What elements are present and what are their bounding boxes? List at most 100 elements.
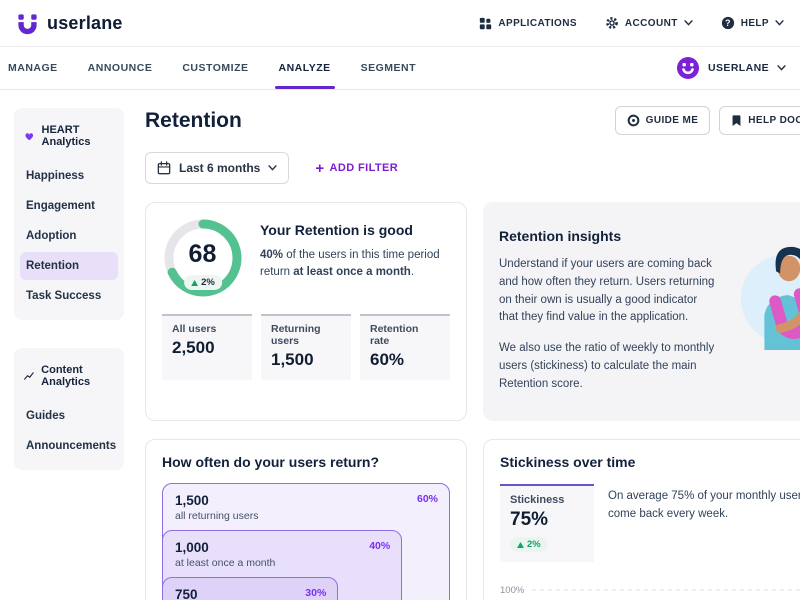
userlane-logo[interactable]: userlane	[16, 12, 123, 35]
help-doc-label: HELP DOC	[748, 115, 800, 126]
stickiness-description: On average 75% of your monthly users com…	[608, 489, 800, 520]
tab-manage[interactable]: MANAGE	[8, 62, 58, 74]
stat-label: Retention rate	[370, 323, 419, 347]
account-name: USERLANE	[708, 62, 769, 74]
insights-title: Retention insights	[499, 228, 622, 244]
funnel-step-value: 750	[175, 586, 198, 600]
chevron-down-icon	[775, 20, 784, 26]
delta-value: 2%	[201, 277, 215, 288]
content-analytics-header: Content Analytics	[14, 354, 124, 400]
tab-customize[interactable]: CUSTOMIZE	[182, 62, 249, 74]
avatar	[677, 57, 700, 79]
retention-insights-card: Retention insights Understand if your us…	[483, 202, 800, 421]
calendar-icon	[157, 161, 171, 175]
nav-tabs: MANAGE ANNOUNCE CUSTOMIZE ANALYZE SEGMEN…	[8, 47, 416, 89]
stat-retention-rate: Retention rate 60%	[360, 314, 450, 380]
gear-icon	[606, 17, 618, 29]
top-menu: APPLICATIONS ACCOUNT ? HELP	[479, 16, 784, 30]
sidebar-item-guides[interactable]: Guides	[26, 410, 65, 422]
funnel-step-label: at least once a month	[175, 556, 276, 569]
guide-me-label: GUIDE ME	[645, 115, 699, 126]
sidebar-item-retention[interactable]: Retention	[20, 252, 118, 280]
guide-me-button[interactable]: GUIDE ME	[614, 106, 711, 135]
help-circle-icon: ?	[721, 16, 734, 30]
account-switcher[interactable]: USERLANE	[676, 47, 792, 89]
sidebar-item-announcements[interactable]: Announcements	[26, 440, 117, 452]
stat-label: Stickiness	[510, 493, 565, 506]
date-range-select[interactable]: Last 6 months	[145, 152, 290, 184]
heart-analytics-header: HEART Analytics	[14, 114, 124, 160]
stickiness-delta-badge: 2%	[510, 537, 548, 553]
chevron-down-icon	[684, 20, 693, 26]
retention-card-title: Your Retention is good	[260, 222, 413, 238]
section-title: Content Analytics	[41, 364, 91, 388]
chevron-down-icon	[777, 65, 786, 71]
applications-label: APPLICATIONS	[498, 17, 577, 29]
top-bar: userlane APPLICATIONS ACCOUNT ? H	[0, 0, 800, 47]
retention-gauge: 68 2%	[162, 217, 244, 299]
chevron-down-icon	[268, 165, 277, 171]
retention-gauge-arc	[164, 219, 242, 297]
y-axis-tick: 100%	[500, 584, 525, 596]
svg-text:?: ?	[725, 18, 731, 28]
trend-up-icon	[191, 279, 199, 286]
stat-label: All users	[172, 323, 217, 335]
stat-value: 2,500	[172, 338, 215, 357]
page-title: Retention	[145, 108, 242, 132]
retention-score-value: 68	[188, 240, 217, 269]
stat-value: 1,500	[271, 350, 314, 369]
stickiness-card: Stickiness over time Stickiness 75% 2% O…	[483, 438, 800, 600]
return-frequency-funnel-chart: 1,500 all returning users 60% 1,000 at l…	[162, 482, 450, 600]
stat-all-users: All users 2,500	[162, 314, 252, 380]
trend-up-icon	[517, 541, 524, 548]
stat-returning-users: Returning users 1,500	[261, 314, 351, 380]
main-content: Retention GUIDE ME HELP DOC	[130, 90, 800, 600]
funnel-step-percent: 40%	[369, 539, 391, 552]
sidebar-item-task-success[interactable]: Task Success	[26, 290, 102, 302]
retention-score-card: 68 2% Your Retention is good 40% of the …	[145, 202, 467, 421]
funnel-step-percent: 60%	[416, 492, 438, 505]
funnel-step-once-a-month: 1,000 at least once a month 40% 750 at l…	[162, 529, 403, 600]
help-label: HELP	[740, 17, 769, 29]
sidebar-item-happiness[interactable]: Happiness	[26, 170, 85, 182]
insights-paragraph: Understand if your users are coming back…	[499, 258, 715, 324]
tab-announce[interactable]: ANNOUNCE	[87, 62, 153, 74]
funnel-step-once-a-week: 750 at least once a week 30% 250 at leas…	[162, 576, 339, 600]
bookmark-icon	[732, 115, 741, 126]
account-menu-item[interactable]: ACCOUNT	[605, 16, 693, 30]
stickiness-title: Stickiness over time	[500, 453, 636, 470]
add-filter-label: ADD FILTER	[329, 162, 399, 174]
help-doc-button[interactable]: HELP DOC	[719, 106, 800, 135]
tab-analyze[interactable]: ANALYZE	[274, 47, 335, 89]
funnel-step-value: 1,000	[175, 539, 209, 555]
account-label: ACCOUNT	[624, 17, 678, 29]
sidebar-item-engagement[interactable]: Engagement	[26, 200, 96, 212]
retention-card-description: 40% of the users in this time period ret…	[260, 249, 440, 279]
add-filter-button[interactable]: + ADD FILTER	[315, 161, 398, 176]
stat-label: Returning users	[271, 323, 321, 347]
help-menu-item[interactable]: ? HELP	[721, 16, 784, 30]
funnel-title: How often do your users return?	[162, 453, 380, 470]
insights-paragraph: We also use the ratio of weekly to month…	[499, 342, 715, 390]
funnel-step-all-returning: 1,500 all returning users 60% 1,000 at l…	[162, 482, 450, 600]
primary-nav: MANAGE ANNOUNCE CUSTOMIZE ANALYZE SEGMEN…	[0, 47, 800, 90]
funnel-step-percent: 30%	[305, 586, 327, 599]
sidebar-item-adoption[interactable]: Adoption	[26, 230, 77, 242]
applications-menu-item[interactable]: APPLICATIONS	[479, 17, 577, 30]
delta-value: 2%	[527, 539, 541, 551]
stickiness-stat-tile: Stickiness 75% 2%	[500, 483, 594, 562]
retention-delta-badge: 2%	[184, 275, 222, 290]
section-title: HEART Analytics	[41, 124, 91, 148]
person-holding-u-illustration	[740, 246, 800, 350]
plus-icon: +	[315, 159, 325, 177]
analytics-sidebar: HEART Analytics Happiness Engagement Ado…	[0, 90, 130, 600]
tab-segment[interactable]: SEGMENT	[360, 62, 417, 74]
date-range-value: Last 6 months	[179, 161, 261, 175]
stat-value: 60%	[370, 350, 405, 369]
stickiness-line-chart: 100%75%50%25%0%	[500, 578, 800, 600]
heart-analytics-section: HEART Analytics Happiness Engagement Ado…	[14, 108, 124, 320]
content-analytics-section: Content Analytics Guides Announcements	[14, 348, 124, 470]
funnel-step-label: all returning users	[175, 509, 259, 522]
guide-ring-icon	[627, 114, 639, 127]
return-frequency-card: How often do your users return? 1,500 al…	[145, 438, 467, 600]
